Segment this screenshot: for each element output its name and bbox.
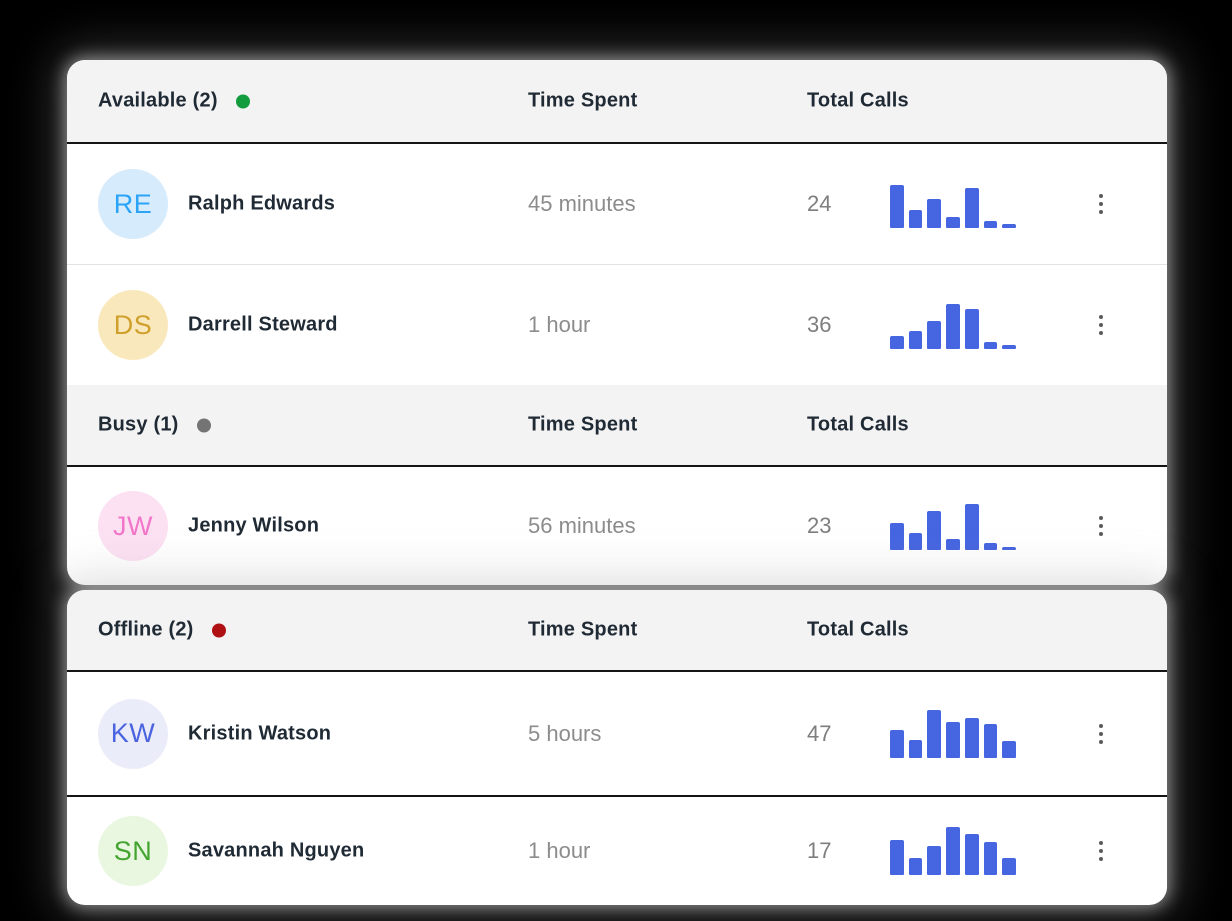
- kebab-dot: [1099, 532, 1103, 536]
- column-header-total-calls: Total Calls: [807, 413, 909, 436]
- agent-name: Ralph Edwards: [188, 192, 336, 215]
- avatar-initials: RE: [113, 188, 153, 219]
- column-header-total-calls: Total Calls: [807, 618, 909, 641]
- agents-card-bottom: Offline (2) Time Spent Total Calls KW Kr…: [67, 590, 1167, 905]
- section-header-available: Available (2) Time Spent Total Calls: [67, 60, 1167, 144]
- kebab-dot: [1099, 723, 1103, 728]
- avatar: SN: [98, 816, 168, 886]
- column-header-total-calls: Total Calls: [807, 89, 909, 112]
- kebab-dot: [1099, 516, 1103, 520]
- status-dot-busy: [196, 418, 211, 432]
- total-calls-value: 36: [807, 312, 832, 337]
- section-header-offline: Offline (2) Time Spent Total Calls: [67, 590, 1167, 672]
- agent-row-kristin-watson[interactable]: KW Kristin Watson 5 hours 47: [67, 672, 1167, 795]
- time-spent-value: 45 minutes: [528, 191, 636, 216]
- calls-bar-chart: [890, 709, 1017, 758]
- kebab-dot: [1099, 315, 1103, 319]
- row-menu-button[interactable]: [1089, 717, 1113, 751]
- avatar: DS: [98, 290, 168, 360]
- time-spent-value: 1 hour: [528, 838, 591, 863]
- row-menu-button[interactable]: [1089, 834, 1113, 868]
- total-calls-value: 24: [807, 191, 832, 216]
- agent-row-ralph-edwards[interactable]: RE Ralph Edwards 45 minutes 24: [67, 144, 1167, 264]
- section-title-wrap: Offline (2): [98, 619, 226, 642]
- calls-bar-chart: [890, 301, 1017, 349]
- agent-row-jenny-wilson[interactable]: JW Jenny Wilson 56 minutes 23: [67, 467, 1167, 585]
- avatar: JW: [98, 491, 168, 561]
- row-menu-button[interactable]: [1089, 308, 1113, 342]
- avatar: RE: [98, 169, 168, 239]
- kebab-dot: [1099, 210, 1103, 214]
- kebab-dot: [1099, 849, 1103, 853]
- row-menu-button[interactable]: [1089, 509, 1113, 543]
- kebab-dot: [1099, 739, 1103, 744]
- kebab-dot: [1099, 323, 1103, 327]
- time-spent-value: 5 hours: [528, 720, 602, 746]
- status-dot-available: [235, 94, 250, 108]
- row-menu-button[interactable]: [1089, 187, 1113, 221]
- avatar-initials: KW: [110, 718, 156, 748]
- agent-name: Kristin Watson: [188, 722, 332, 744]
- kebab-dot: [1099, 202, 1103, 206]
- kebab-dot: [1099, 331, 1103, 335]
- status-dot-offline: [211, 623, 226, 637]
- avatar: KW: [98, 698, 168, 769]
- section-label: Offline (2): [98, 618, 194, 641]
- total-calls-value: 23: [807, 513, 832, 538]
- section-header-busy: Busy (1) Time Spent Total Calls: [67, 385, 1167, 467]
- section-label: Available (2): [98, 89, 218, 112]
- column-header-time-spent: Time Spent: [528, 618, 638, 641]
- kebab-dot: [1099, 731, 1103, 736]
- agent-name: Jenny Wilson: [188, 514, 320, 537]
- total-calls-value: 17: [807, 838, 832, 863]
- time-spent-value: 56 minutes: [528, 513, 636, 538]
- calls-bar-chart: [890, 180, 1017, 228]
- column-header-time-spent: Time Spent: [528, 89, 638, 112]
- total-calls-value: 47: [807, 720, 832, 746]
- agent-row-savannah-nguyen[interactable]: SN Savannah Nguyen 1 hour 17: [67, 795, 1167, 905]
- avatar-initials: JW: [113, 510, 153, 541]
- agents-card-top: Available (2) Time Spent Total Calls RE …: [67, 60, 1167, 585]
- kebab-dot: [1099, 857, 1103, 861]
- kebab-dot: [1099, 194, 1103, 198]
- section-title-wrap: Available (2): [98, 90, 250, 113]
- kebab-dot: [1099, 524, 1103, 528]
- kebab-dot: [1099, 841, 1103, 845]
- section-title-wrap: Busy (1): [98, 414, 211, 437]
- avatar-initials: DS: [113, 309, 153, 340]
- time-spent-value: 1 hour: [528, 312, 591, 337]
- agent-name: Savannah Nguyen: [188, 839, 365, 862]
- agent-row-darrell-steward[interactable]: DS Darrell Steward 1 hour 36: [67, 264, 1167, 385]
- calls-bar-chart: [890, 827, 1017, 875]
- agent-name: Darrell Steward: [188, 313, 338, 336]
- calls-bar-chart: [890, 502, 1017, 550]
- section-label: Busy (1): [98, 413, 179, 436]
- column-header-time-spent: Time Spent: [528, 413, 638, 436]
- avatar-initials: SN: [113, 835, 153, 866]
